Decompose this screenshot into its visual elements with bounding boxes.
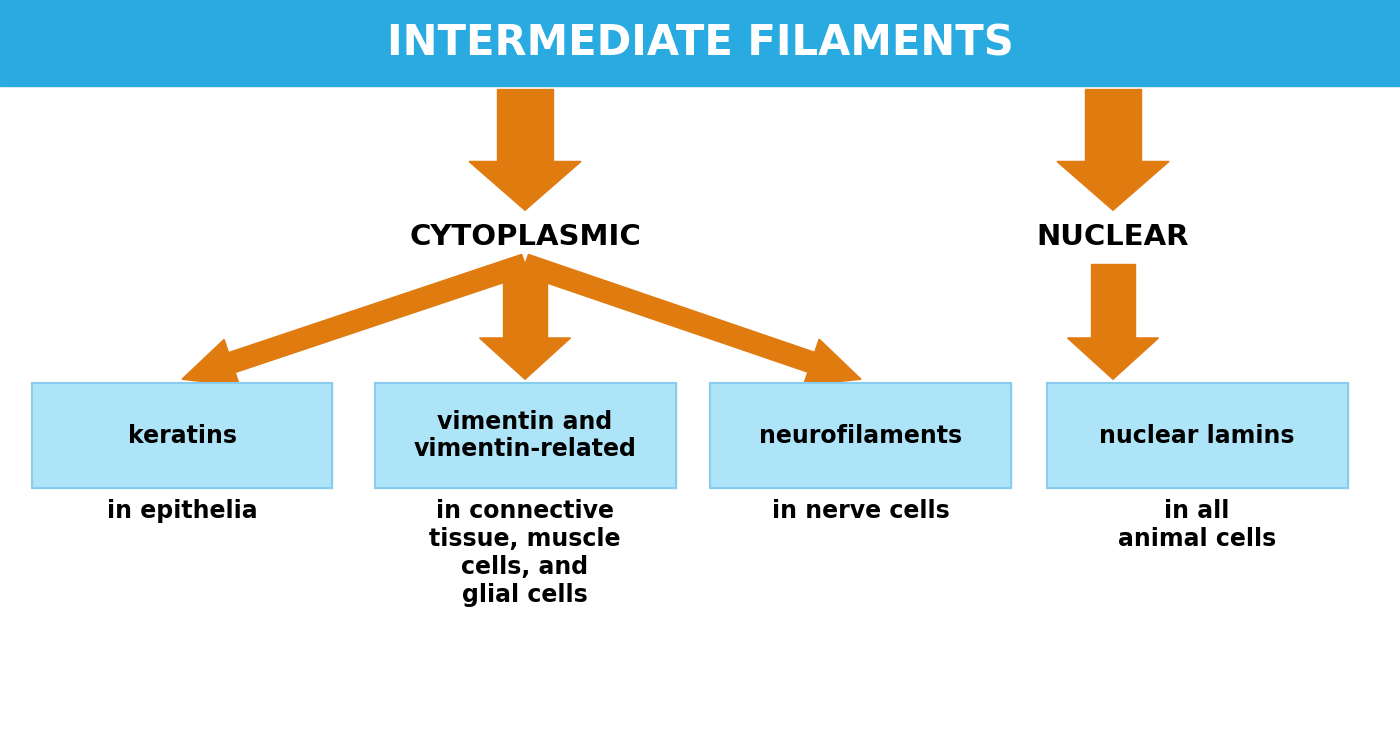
Text: neurofilaments: neurofilaments <box>759 424 963 448</box>
Bar <box>710 383 1011 488</box>
Text: keratins: keratins <box>127 424 237 448</box>
Polygon shape <box>1091 264 1135 338</box>
Text: in all
animal cells: in all animal cells <box>1117 499 1277 551</box>
Polygon shape <box>503 264 547 338</box>
Text: CYTOPLASMIC: CYTOPLASMIC <box>409 222 641 251</box>
Text: in connective
tissue, muscle
cells, and
glial cells: in connective tissue, muscle cells, and … <box>430 499 620 607</box>
Polygon shape <box>182 339 239 386</box>
Polygon shape <box>228 255 528 372</box>
Text: in epithelia: in epithelia <box>106 499 258 523</box>
Polygon shape <box>469 161 581 210</box>
Text: INTERMEDIATE FILAMENTS: INTERMEDIATE FILAMENTS <box>386 23 1014 64</box>
Polygon shape <box>1057 161 1169 210</box>
Polygon shape <box>1067 338 1159 379</box>
Polygon shape <box>1085 89 1141 161</box>
Text: vimentin and
vimentin-related: vimentin and vimentin-related <box>413 410 637 461</box>
Bar <box>1047 383 1347 488</box>
Polygon shape <box>522 255 815 372</box>
Text: nuclear lamins: nuclear lamins <box>1099 424 1295 448</box>
Bar <box>375 383 675 488</box>
Text: in nerve cells: in nerve cells <box>773 499 949 523</box>
Bar <box>375 383 675 488</box>
Bar <box>0 0 1400 86</box>
Bar <box>32 383 332 488</box>
Bar <box>32 383 332 488</box>
Polygon shape <box>804 339 861 385</box>
Text: NUCLEAR: NUCLEAR <box>1037 222 1189 251</box>
Bar <box>710 383 1011 488</box>
Polygon shape <box>479 338 571 379</box>
Polygon shape <box>497 89 553 161</box>
Bar <box>1047 383 1347 488</box>
